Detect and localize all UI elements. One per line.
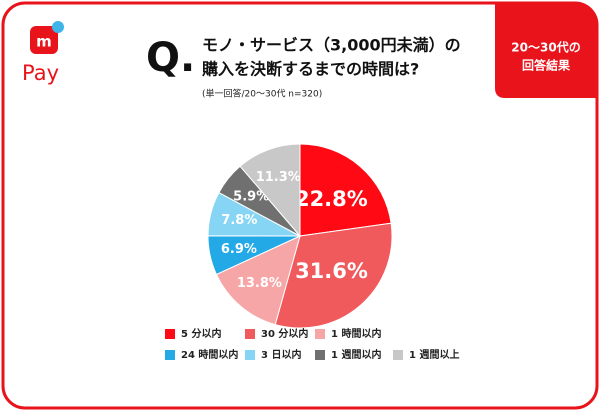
chart-subtitle: (単一回答/20～30代 n=320) xyxy=(202,88,322,100)
legend-label: 3 日以内 xyxy=(261,348,301,361)
question-mark: Q. xyxy=(146,35,195,81)
slice-label: 6.9% xyxy=(221,242,257,257)
pie-slice xyxy=(215,235,301,326)
legend-swatch xyxy=(315,329,325,339)
legend-swatch xyxy=(165,350,175,360)
legend-label: 1 週間以上 xyxy=(409,348,459,361)
chart-title: 購入を決断するまでの時間は? xyxy=(201,60,419,79)
slice-label: 13.8% xyxy=(237,276,282,291)
legend-label: 30 分以内 xyxy=(261,327,308,340)
legend-swatch xyxy=(165,329,175,339)
logo-icon xyxy=(30,26,58,54)
legend-swatch xyxy=(245,350,255,360)
slice-label: 7.8% xyxy=(221,213,257,228)
logo-dot xyxy=(52,21,64,33)
legend-swatch xyxy=(315,350,325,360)
legend-label: 1 週間以内 xyxy=(331,348,381,361)
pie-slice xyxy=(299,143,392,237)
legend-label: 24 時間以内 xyxy=(181,348,238,361)
slice-label: 22.8% xyxy=(295,187,368,211)
pie-slice xyxy=(239,143,301,238)
legend-swatch xyxy=(245,329,255,339)
legend-label: 5 分以内 xyxy=(181,327,221,340)
slice-label: 11.3% xyxy=(256,170,301,185)
pie-slice xyxy=(274,222,393,329)
logo-text: Pay xyxy=(22,61,59,85)
badge-text: 回答結果 xyxy=(522,58,570,73)
slice-label: 5.9% xyxy=(233,189,269,204)
legend-swatch xyxy=(393,350,403,360)
logo-icon-text: m xyxy=(36,33,52,51)
chart-title: モノ・サービス（3,000円未満）の xyxy=(202,36,461,55)
slice-label: 31.6% xyxy=(295,259,368,283)
badge-text: 20～30代の xyxy=(511,40,580,55)
badge-bg xyxy=(495,3,597,98)
legend-label: 1 時間以内 xyxy=(331,327,381,340)
